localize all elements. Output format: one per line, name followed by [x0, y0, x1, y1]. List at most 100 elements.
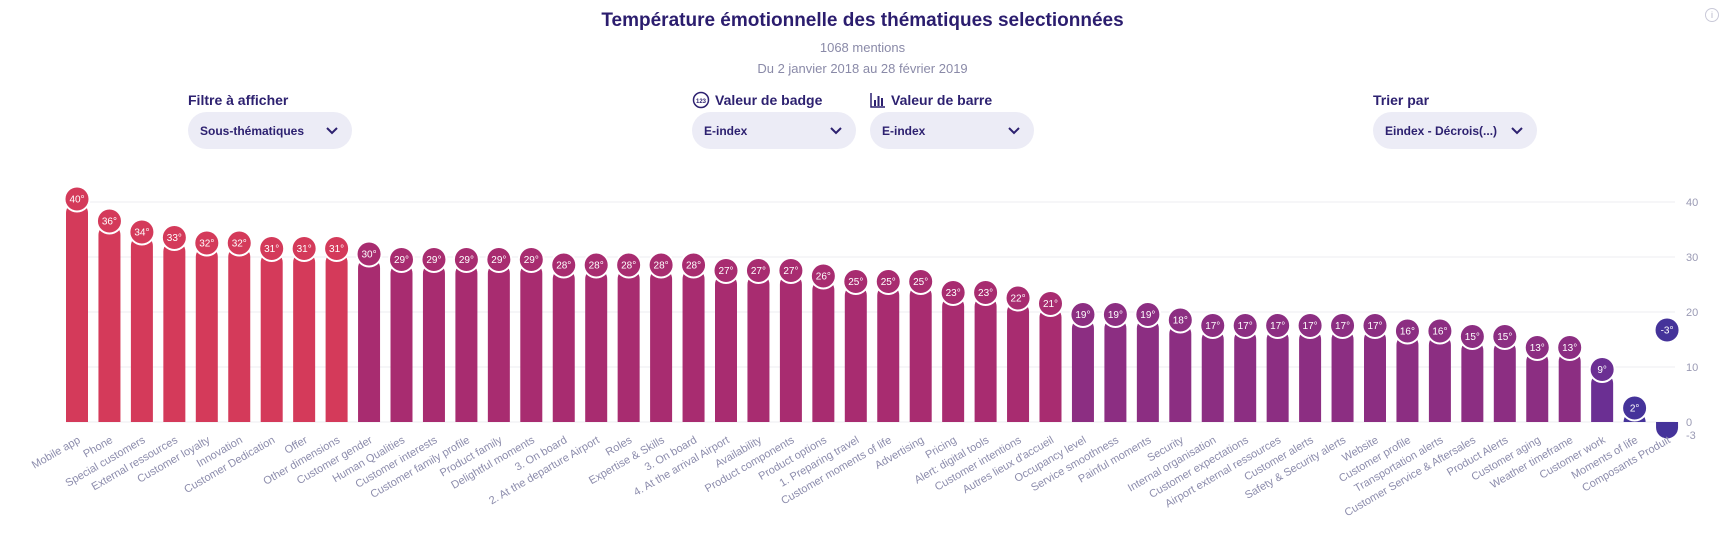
sort-select[interactable]: Eindex - Décrois(...)	[1373, 112, 1537, 149]
value-badge	[615, 251, 643, 279]
badge-label: 32°	[199, 239, 214, 250]
category-label: Mobile app	[30, 434, 83, 471]
bar[interactable]	[130, 235, 153, 422]
bar[interactable]	[1493, 339, 1516, 422]
badge-label: 17°	[1270, 321, 1285, 332]
bar[interactable]	[1169, 323, 1192, 422]
bar[interactable]	[1136, 317, 1159, 422]
value-badge	[550, 251, 578, 279]
bar[interactable]	[1558, 350, 1581, 423]
bar[interactable]	[98, 224, 121, 422]
bar[interactable]	[325, 251, 348, 422]
badge-label: 28°	[654, 261, 669, 272]
bar[interactable]	[1656, 422, 1679, 439]
bar[interactable]	[682, 268, 705, 422]
bar[interactable]	[1007, 300, 1030, 422]
value-badge	[582, 251, 610, 279]
y-tick-label: 40	[1686, 197, 1698, 209]
bar[interactable]	[974, 295, 997, 422]
bar[interactable]	[487, 262, 510, 422]
bar[interactable]	[1526, 350, 1549, 423]
badge-value-label-text: Valeur de badge	[715, 92, 823, 108]
bar[interactable]	[1364, 328, 1386, 422]
bar[interactable]	[942, 295, 965, 422]
value-badge	[1329, 312, 1357, 339]
bar[interactable]	[390, 262, 413, 422]
bar[interactable]	[552, 268, 575, 422]
value-badge	[907, 268, 935, 295]
bar[interactable]	[877, 284, 900, 422]
y-tick-label: 20	[1686, 307, 1698, 319]
date-range: Du 2 janvier 2018 au 28 février 2019	[757, 61, 968, 76]
badge-label: 30°	[361, 250, 376, 261]
bar[interactable]	[617, 268, 640, 422]
value-badge	[972, 279, 1000, 306]
value-badge	[63, 185, 91, 213]
bar[interactable]	[715, 273, 737, 422]
bar[interactable]	[1396, 334, 1419, 422]
value-badge	[1523, 334, 1551, 361]
badge-label: 27°	[751, 266, 766, 277]
value-badge	[647, 251, 675, 279]
y-ticks: 40 30 20 10 0-3	[1686, 197, 1698, 442]
bar[interactable]	[844, 284, 867, 422]
bar-chart-icon	[870, 92, 886, 108]
value-badge	[1393, 317, 1421, 345]
value-badge	[939, 279, 967, 306]
badge-label: 29°	[524, 255, 539, 266]
bar[interactable]	[163, 240, 186, 422]
badge-label: 17°	[1238, 321, 1253, 332]
badge-label: 31°	[264, 244, 279, 255]
badge-label: 16°	[1432, 327, 1447, 338]
bar[interactable]	[650, 268, 673, 422]
bar-value-select[interactable]: E-index	[870, 112, 1034, 149]
display-filter-select[interactable]: Sous-thématiques	[188, 112, 352, 149]
badge-value-label: 123 Valeur de badge	[692, 90, 856, 110]
chart-header: Température émotionnelle des thématiques…	[0, 10, 1725, 76]
bar[interactable]	[585, 268, 608, 422]
bar[interactable]	[195, 246, 218, 422]
bar[interactable]	[812, 279, 835, 422]
badge-label: 28°	[686, 261, 701, 272]
bar[interactable]	[1591, 372, 1614, 423]
chevron-down-icon	[1511, 126, 1523, 135]
value-badge	[128, 218, 156, 246]
bar[interactable]	[1104, 317, 1127, 422]
bar[interactable]	[1039, 306, 1062, 422]
bar[interactable]	[1266, 328, 1289, 422]
value-badge	[1231, 312, 1259, 339]
bars	[66, 202, 1679, 439]
badge-label: 29°	[459, 255, 474, 266]
badges: 40° 36° 34° 33° 32° 32° 31° 31° 31° 30° 29° 29° 29° 2…	[63, 185, 1681, 422]
badge-label: 33°	[167, 233, 182, 244]
bar[interactable]	[909, 284, 932, 422]
badge-label: 29°	[491, 255, 506, 266]
bar[interactable]	[228, 246, 251, 422]
bar[interactable]	[66, 202, 88, 422]
bar[interactable]	[1331, 328, 1354, 422]
bar[interactable]	[1201, 328, 1224, 422]
bar[interactable]	[1428, 334, 1451, 422]
value-badge	[160, 224, 188, 251]
bar[interactable]	[1234, 328, 1257, 422]
bar[interactable]	[422, 262, 445, 422]
bar[interactable]	[1461, 339, 1484, 422]
badge-label: 16°	[1400, 327, 1415, 338]
y-tick-label: 0	[1686, 417, 1692, 429]
bar[interactable]	[779, 273, 802, 422]
info-icon[interactable]: i	[1705, 8, 1719, 22]
bar[interactable]	[1071, 317, 1094, 422]
bar[interactable]	[747, 273, 770, 422]
badge-label: 36°	[102, 217, 117, 228]
bar[interactable]	[455, 262, 478, 422]
value-badge	[1588, 356, 1616, 383]
value-badge	[388, 246, 415, 273]
bar[interactable]	[293, 251, 316, 422]
bar[interactable]	[1299, 328, 1322, 422]
bar[interactable]	[358, 257, 381, 422]
value-badge	[1556, 334, 1584, 361]
bar[interactable]	[260, 251, 283, 422]
bar[interactable]	[520, 262, 543, 422]
chevron-down-icon	[1008, 126, 1020, 135]
badge-value-select[interactable]: E-index	[692, 112, 856, 149]
